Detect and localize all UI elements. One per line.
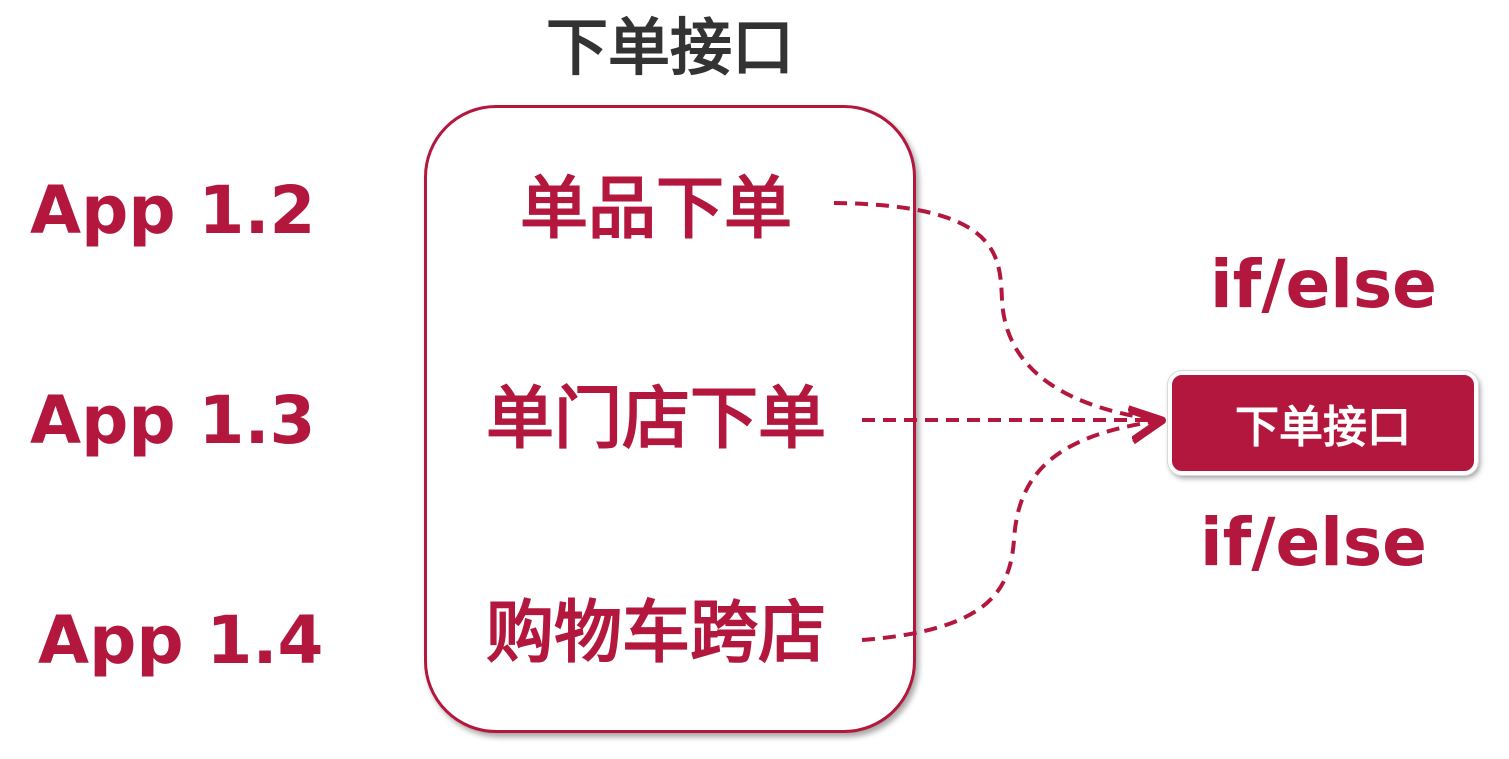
feature-cart-cross-store: 购物车跨店	[486, 600, 826, 668]
order-interface-box: 下单接口	[1168, 371, 1478, 475]
condition-label-bottom: if/else	[1200, 510, 1427, 576]
condition-label-top: if/else	[1210, 252, 1437, 318]
diagram-title: 下单接口	[520, 14, 820, 82]
app-version-label: App 1.4	[38, 608, 323, 674]
app-version-label: App 1.2	[30, 178, 315, 244]
app-version-label: App 1.3	[30, 388, 315, 454]
feature-single-item-order: 单品下单	[520, 176, 792, 244]
order-interface-label: 下单接口	[1235, 391, 1411, 455]
feature-single-store-order: 单门店下单	[486, 386, 826, 454]
